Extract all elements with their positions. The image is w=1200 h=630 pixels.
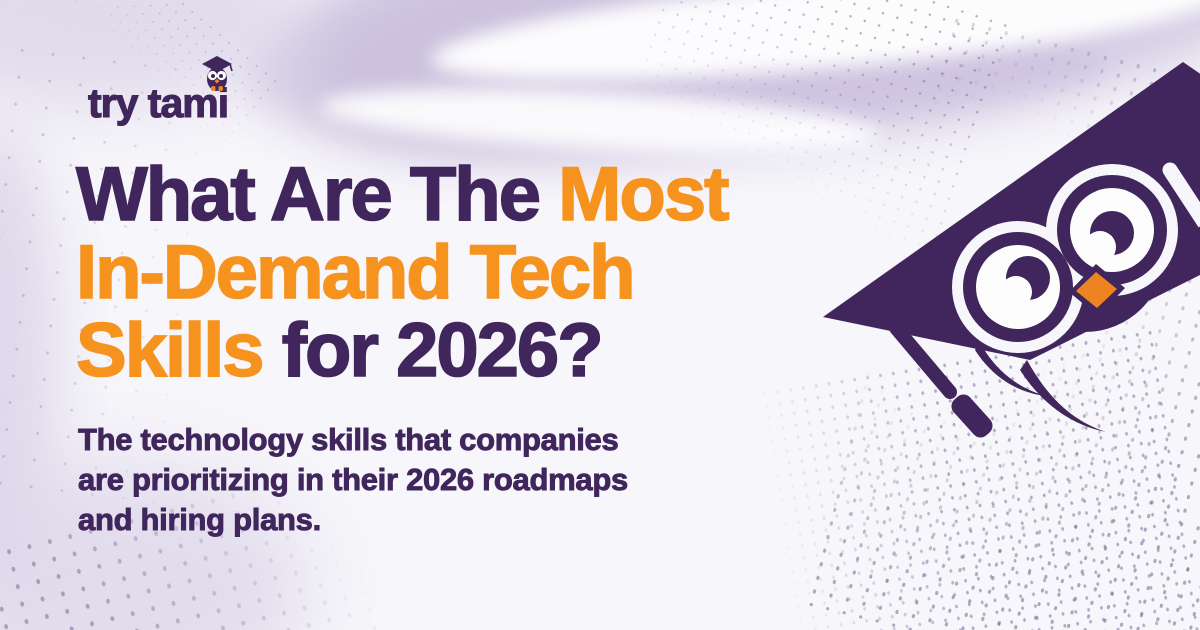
headline-part-what-are-the: What Are The [75, 152, 559, 237]
headline: What Are The Most In-Demand Tech Skills … [75, 155, 836, 391]
brand-name: try tami [87, 79, 229, 126]
owl-wing-feather-small [975, 341, 1046, 396]
cap-notch [1162, 162, 1200, 230]
headline-part-for-2026: for 2026? [262, 308, 605, 393]
owl-mascot-illustration [823, 62, 1200, 438]
owl-wing-feather-large [1020, 360, 1106, 432]
owl-right-pupil-highlight [1084, 231, 1116, 263]
brand-logo: try tami [87, 56, 233, 127]
owl-wing-right [1176, 226, 1200, 270]
headline-line-3: Skills for 2026? [75, 311, 836, 391]
cap-tassel-cord [889, 321, 957, 399]
headline-line-2: In-Demand Tech [75, 233, 836, 313]
subtitle: The technology skills that companies are… [78, 420, 778, 540]
subtitle-line-1: The technology skills that companies [78, 422, 620, 458]
headline-line-1: What Are The Most [75, 155, 836, 235]
owl-graduate-icon [202, 56, 233, 91]
headline-part-most: Most [557, 152, 730, 237]
headline-part-skills: Skills [75, 308, 265, 393]
owl-left-pupil-highlight [1000, 276, 1032, 308]
headline-part-in-demand-tech: In-Demand Tech [75, 230, 636, 315]
owl-beak [1076, 272, 1117, 308]
cap-tassel-end [951, 394, 993, 438]
subtitle-line-3: and hiring plans. [78, 502, 322, 538]
subtitle-line-2: are prioritizing in their 2026 roadmaps [78, 462, 629, 498]
